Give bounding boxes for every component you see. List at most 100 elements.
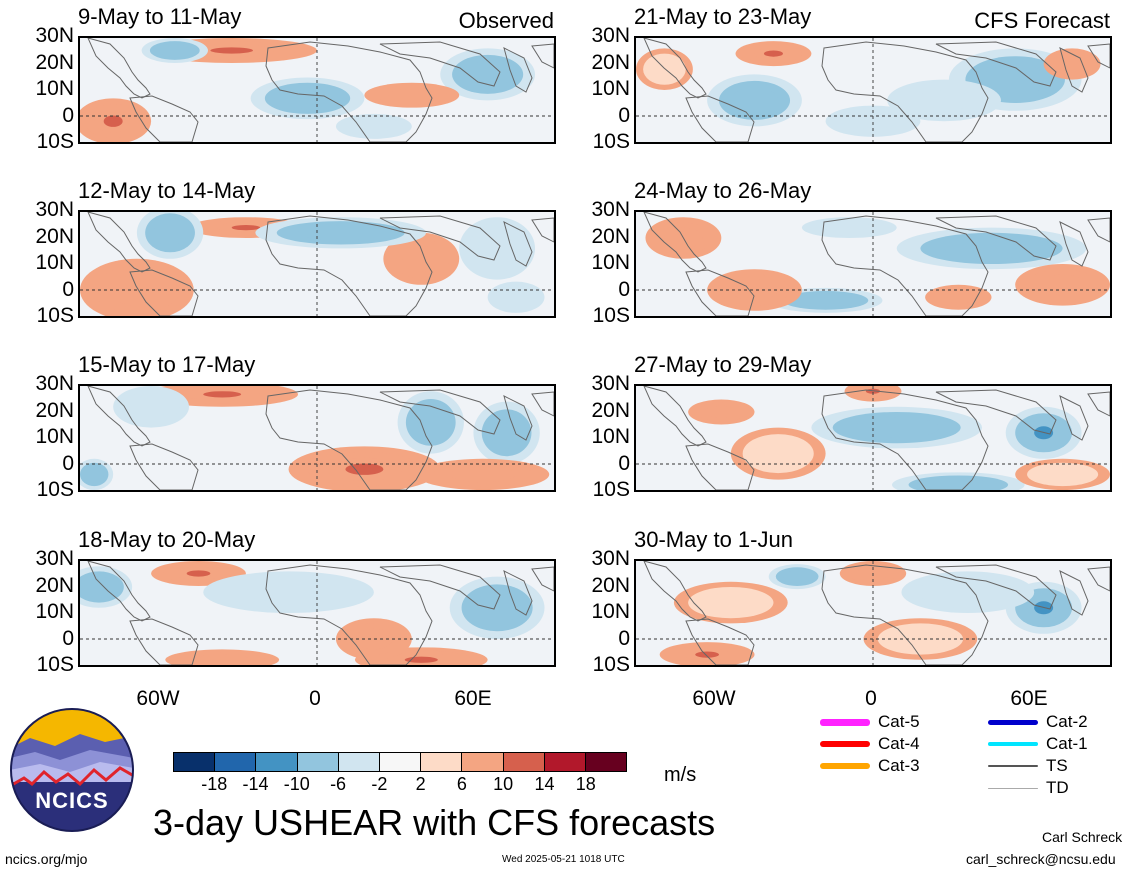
shear-contour (103, 115, 123, 127)
shear-contour (1038, 274, 1087, 296)
legend-line-swatch (988, 719, 1038, 725)
legend-item: TS (988, 756, 1068, 776)
coastline (1087, 217, 1110, 243)
shear-contour (203, 391, 242, 398)
colorbar-tick-label: -18 (201, 774, 228, 794)
coastline (1087, 566, 1110, 592)
legend-line-swatch (820, 763, 870, 769)
shear-contour (84, 466, 104, 483)
lon-label-0-right: 0 (865, 687, 877, 710)
lat-label: 10S (592, 478, 630, 501)
author-email[interactable]: carl_schreck@ncsu.edu (966, 851, 1116, 867)
panel-title-fcst-1: 21-May to 23-May (634, 4, 812, 29)
legend-label: Cat-2 (1046, 712, 1088, 731)
panel-title-fcst-2: 24-May to 26-May (634, 178, 812, 203)
lat-label: 0 (618, 626, 630, 650)
legend-line-swatch (988, 787, 1038, 789)
shear-contour (982, 64, 1049, 96)
coastline (1059, 221, 1089, 267)
main-title: 3-day USHEAR with CFS forecasts (153, 802, 716, 843)
lat-label: 10N (591, 425, 630, 448)
panel-title-obs-3: 15-May to 17-May (78, 352, 256, 377)
shear-contour (1038, 466, 1087, 483)
shear-contour (82, 576, 116, 598)
map-fcst-3 (634, 384, 1112, 492)
lat-label: 30N (35, 198, 74, 221)
shear-contour (704, 405, 738, 419)
coastline (1059, 47, 1089, 93)
colorbar-swatch (503, 753, 545, 771)
colorbar-swatch (585, 753, 627, 771)
coastline (503, 570, 533, 616)
colorbar-tick-label: 18 (575, 774, 596, 794)
panel-title-fcst-4: 30-May to 1-Jun (634, 527, 793, 552)
shear-contour (702, 592, 760, 613)
coastline (821, 41, 989, 142)
lat-label: 20N (35, 573, 74, 597)
lon-label-60e-left: 60E (454, 687, 492, 710)
shear-contour (797, 294, 855, 307)
coastline (821, 389, 989, 490)
shear-contour (941, 291, 975, 304)
lat-label: 30N (591, 372, 630, 395)
lat-label: 10N (35, 425, 74, 448)
coastline (87, 212, 151, 273)
panel-title-fcst-3: 27-May to 29-May (634, 352, 812, 377)
lat-label: 10S (36, 653, 74, 676)
legend-label: Cat-4 (878, 734, 920, 753)
coastline (379, 564, 501, 610)
lat-label: 20N (591, 50, 630, 74)
coastline (643, 386, 707, 447)
legend-item: TD (988, 778, 1069, 798)
legend-label: TS (1046, 756, 1068, 775)
lon-label-0-left: 0 (309, 687, 321, 710)
logo-text: NCICS (35, 788, 109, 813)
shear-contour (754, 440, 802, 467)
colorbar-swatch (462, 753, 504, 771)
legend-line-swatch (988, 765, 1038, 767)
map-obs-4 (78, 559, 556, 667)
coastline (531, 391, 554, 417)
site-link[interactable]: ncics.org/mjo (5, 851, 88, 867)
lat-label: 0 (62, 277, 74, 301)
coastline (685, 95, 755, 142)
lat-label: 20N (591, 573, 630, 597)
lat-label: 10S (36, 304, 74, 327)
lat-label: 10S (592, 130, 630, 153)
shear-contour (463, 61, 512, 88)
coastline (503, 47, 533, 93)
coastline (265, 215, 433, 316)
shear-contour (186, 570, 211, 577)
legend-item: Cat-4 (820, 734, 920, 754)
shear-contour (210, 47, 254, 54)
coastline (531, 566, 554, 592)
legend-item: Cat-2 (988, 712, 1088, 732)
coastline (503, 221, 533, 267)
lat-label: 10N (35, 600, 74, 623)
lat-label: 20N (35, 224, 74, 248)
coastline (129, 443, 199, 490)
panel-title-obs-2: 12-May to 14-May (78, 178, 256, 203)
map-obs-3 (78, 384, 556, 492)
map-obs-2 (78, 210, 556, 318)
legend-label: Cat-3 (878, 756, 920, 775)
coastline (379, 41, 501, 87)
coastline (379, 389, 501, 435)
coastline (1059, 395, 1089, 441)
map-obs-1 (78, 36, 556, 144)
shear-contour (730, 87, 779, 114)
shear-contour (245, 581, 332, 603)
coastline (265, 41, 433, 142)
shear-field (636, 386, 1110, 490)
shear-contour (354, 120, 393, 133)
lat-label: 0 (62, 103, 74, 127)
shear-contour (132, 396, 171, 418)
shear-contour (231, 225, 261, 231)
legend-item: Cat-3 (820, 756, 920, 776)
legend-item: Cat-1 (988, 734, 1088, 754)
coastline (87, 561, 151, 622)
colorbar-tick-label: 6 (456, 774, 467, 794)
coastline (643, 212, 707, 273)
lat-label: 10N (591, 600, 630, 623)
coastline (531, 43, 554, 69)
